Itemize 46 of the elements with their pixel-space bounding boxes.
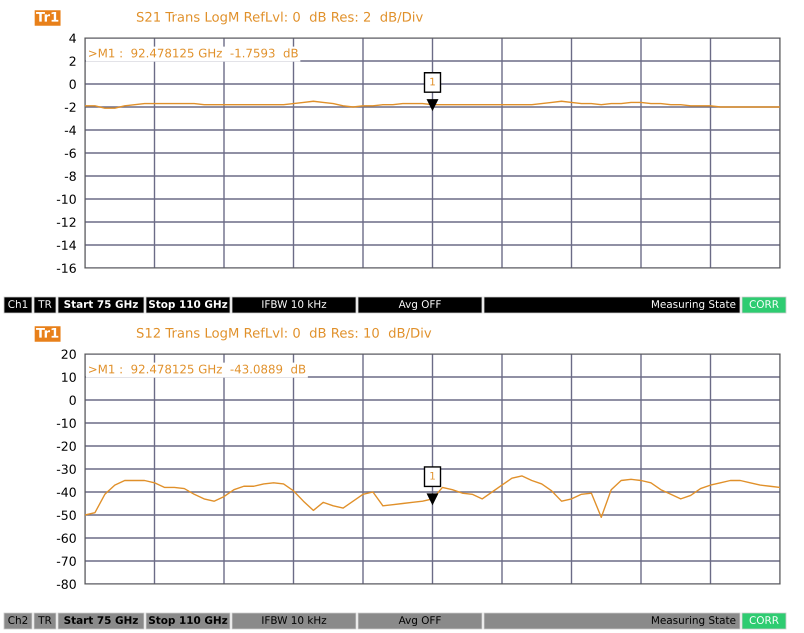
text: CORR	[750, 300, 779, 308]
text: Start 75 GHz	[64, 616, 138, 624]
text: Measuring State	[652, 300, 736, 310]
y-tick-label: -16	[56, 263, 76, 273]
annotation: >M1 : 92.478125 GHz -43.0889 dB	[89, 364, 306, 374]
text: Start 75 GHz	[64, 300, 138, 308]
y-tick-label: -6	[64, 148, 76, 158]
text: Avg OFF	[398, 300, 441, 310]
text: TR	[38, 616, 52, 624]
y-tick-label: 20	[62, 349, 76, 359]
text: Avg OFF	[398, 616, 441, 626]
annotation: >M1 : 92.478125 GHz -1.7593 dB	[89, 48, 298, 58]
annotation: 1	[430, 78, 435, 86]
text: Stop 110 GHz	[149, 616, 228, 626]
y-tick-label: -20	[56, 441, 76, 451]
y-tick-label: -10	[56, 418, 76, 428]
y-tick-label: -60	[56, 533, 76, 543]
text: TR	[38, 300, 52, 308]
y-tick-label: -14	[56, 240, 76, 250]
y-tick-label: -50	[56, 510, 76, 520]
chart-title: S21 Trans LogM RefLvl: 0 dB Res: 2 dB/Div	[136, 12, 423, 24]
y-tick-label: -12	[56, 217, 76, 227]
text: Tr1	[36, 12, 58, 22]
text: IFBW 10 kHz	[262, 300, 326, 308]
y-tick-label: 10	[62, 372, 76, 382]
y-tick-label: 0	[70, 395, 76, 405]
text: Tr1	[36, 328, 58, 338]
y-tick-label: 2	[70, 56, 76, 66]
text: Stop 110 GHz	[149, 300, 228, 310]
y-tick-label: -30	[56, 464, 76, 474]
text: CORR	[750, 616, 779, 624]
chart-title: S12 Trans LogM RefLvl: 0 dB Res: 10 dB/Div	[136, 328, 432, 340]
text: IFBW 10 kHz	[262, 616, 326, 624]
text: Ch2	[8, 616, 28, 624]
y-tick-label: -2	[64, 102, 76, 112]
y-tick-label: 0	[70, 79, 76, 89]
annotation: 1	[430, 472, 435, 480]
y-tick-label: -4	[64, 126, 76, 135]
y-tick-label: -80	[56, 579, 76, 589]
y-tick-label: -8	[64, 171, 76, 181]
y-tick-label: -70	[56, 556, 76, 566]
text: Measuring State	[652, 616, 736, 626]
text: Ch1	[8, 300, 28, 308]
y-tick-label: -10	[56, 194, 76, 204]
y-tick-label: -40	[56, 487, 76, 497]
y-tick-label: 4	[69, 34, 76, 43]
